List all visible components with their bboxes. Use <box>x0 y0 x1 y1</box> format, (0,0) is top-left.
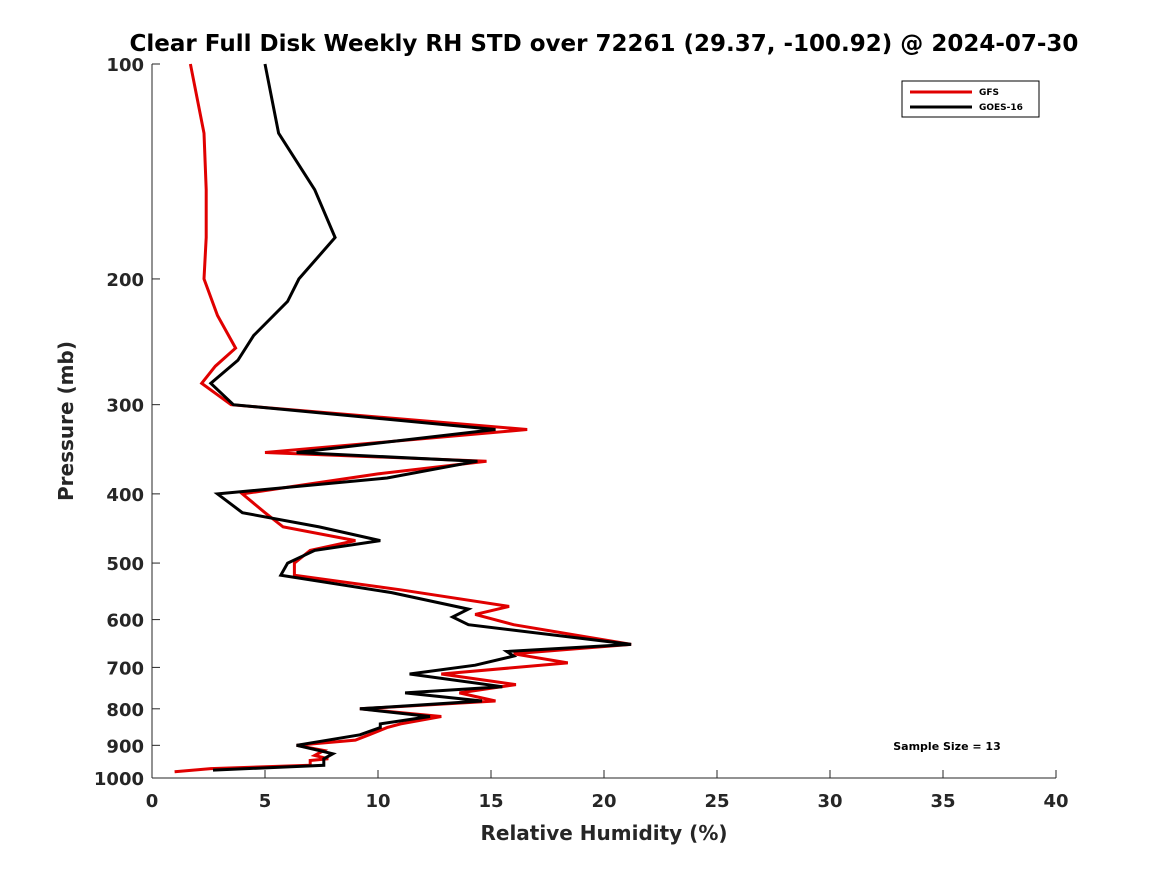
y-tick-label: 500 <box>106 554 144 575</box>
legend-label: GFS <box>979 88 999 98</box>
legend-box <box>901 80 1040 118</box>
legend: GFS GOES-16 <box>901 80 1040 118</box>
x-tick-label: 0 <box>146 791 159 812</box>
x-tick-label: 35 <box>930 791 955 812</box>
y-axis-label: Pressure (mb) <box>54 341 78 501</box>
series-line-goes-16 <box>208 63 632 772</box>
y-tick-label: 400 <box>106 485 144 506</box>
x-ticks: 0 5 10 15 20 25 30 35 40 <box>146 770 1069 812</box>
y-tick-label: 600 <box>106 611 144 632</box>
series-line-gfs <box>174 63 632 774</box>
sample-size-annotation: Sample Size = 13 <box>893 740 1000 753</box>
y-tick-label: 700 <box>106 658 144 679</box>
y-tick-label: 900 <box>106 736 144 757</box>
y-tick-label: 1000 <box>94 769 144 790</box>
y-ticks: 100 200 300 400 500 600 700 800 900 1000 <box>94 55 160 790</box>
x-tick-label: 30 <box>817 791 842 812</box>
y-tick-label: 100 <box>106 55 144 76</box>
x-tick-label: 15 <box>478 791 503 812</box>
x-tick-label: 20 <box>591 791 616 812</box>
y-tick-label: 200 <box>106 270 144 291</box>
x-tick-label: 5 <box>259 791 272 812</box>
x-tick-label: 10 <box>365 791 390 812</box>
chart-title: Clear Full Disk Weekly RH STD over 72261… <box>130 31 1079 57</box>
legend-label: GOES-16 <box>979 103 1023 113</box>
x-tick-label: 40 <box>1043 791 1068 812</box>
plot-frame <box>152 64 1056 778</box>
x-tick-label: 25 <box>704 791 729 812</box>
y-tick-label: 300 <box>106 396 144 417</box>
y-tick-label: 800 <box>106 700 144 721</box>
series-lines <box>174 63 632 774</box>
plot-area: 0 5 10 15 20 25 30 35 40 100 200 300 400 500 600 700 80… <box>94 55 1069 812</box>
x-axis-label: Relative Humidity (%) <box>480 821 727 845</box>
